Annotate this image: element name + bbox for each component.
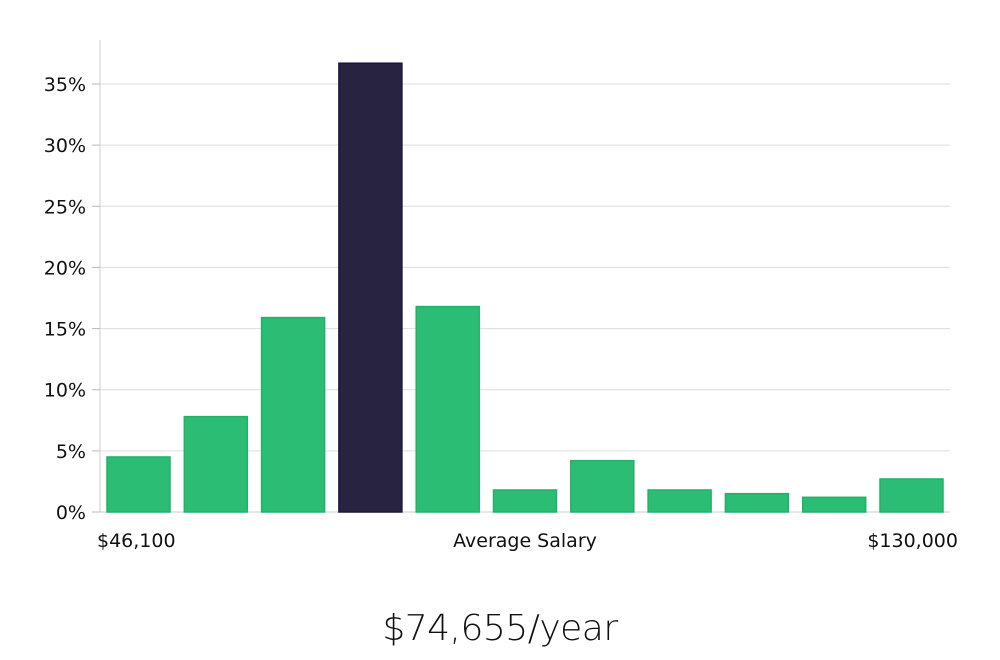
bar	[724, 492, 790, 513]
y-tick-label: 25%	[44, 196, 86, 218]
x-min-label: $46,100	[97, 530, 176, 552]
y-tick-label: 15%	[44, 319, 86, 341]
bar	[801, 496, 867, 513]
bar	[415, 305, 480, 513]
bar	[570, 459, 635, 513]
x-axis-title: Average Salary	[453, 530, 597, 552]
x-max-label: $130,000	[867, 530, 958, 552]
y-tick-label: 30%	[44, 135, 86, 157]
y-tick-label: 20%	[44, 257, 86, 279]
bar	[260, 316, 326, 513]
average-salary-value: $74,655/year	[382, 608, 618, 649]
bar	[647, 489, 712, 513]
y-axis-ticks: 0% 5% 10% 15% 20% 25% 30% 35%	[44, 74, 100, 524]
y-tick-label: 35%	[44, 74, 86, 96]
y-tick-label: 5%	[56, 441, 86, 463]
bar	[183, 415, 249, 513]
bar	[106, 456, 171, 513]
y-tick-label: 0%	[56, 502, 86, 524]
bar	[492, 489, 558, 513]
salary-histogram: 0% 5% 10% 15% 20% 25% 30% 35% $46,100 Average S…	[44, 40, 958, 552]
y-tick-label: 10%	[44, 380, 86, 402]
bar	[879, 478, 944, 513]
bars	[106, 62, 944, 513]
bar-highlighted	[338, 62, 403, 513]
